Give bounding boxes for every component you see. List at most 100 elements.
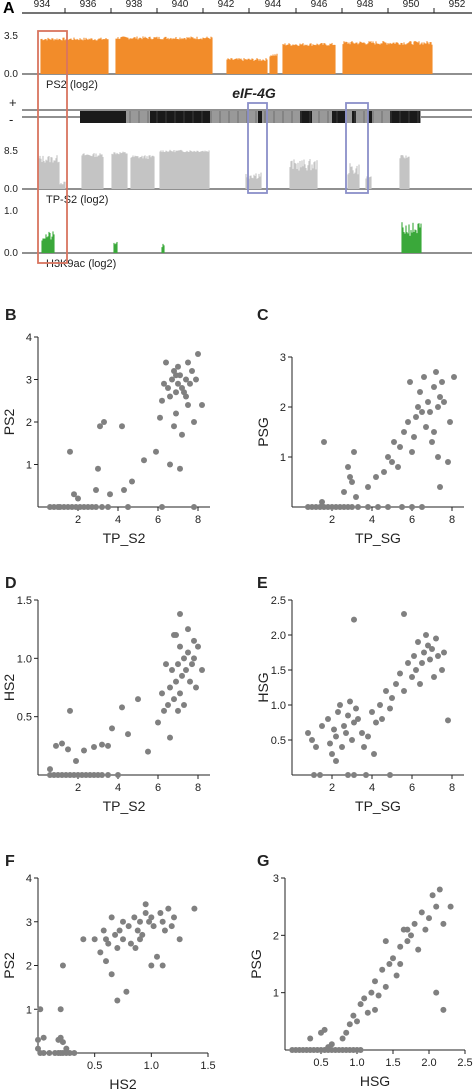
highlight-boxes (37, 30, 369, 264)
data-point (59, 740, 65, 747)
data-point (351, 719, 357, 726)
data-point (105, 504, 111, 510)
data-point (382, 938, 389, 945)
data-point (451, 374, 457, 380)
data-point (429, 646, 435, 652)
data-point (173, 678, 179, 685)
data-point (159, 397, 165, 404)
data-point (119, 423, 125, 430)
data-point (383, 688, 389, 694)
data-point (199, 667, 205, 673)
data-point (397, 943, 404, 950)
data-point (80, 936, 87, 943)
gene-exon-dark (150, 111, 210, 123)
data-point (125, 731, 131, 738)
x-axis-label: TP_S2 (103, 798, 146, 814)
data-point (436, 886, 443, 893)
data-point (173, 632, 179, 638)
data-point (125, 504, 131, 510)
data-point (95, 465, 101, 472)
data-point (439, 379, 445, 385)
data-point (185, 402, 191, 408)
data-point (421, 374, 427, 380)
data-point (179, 672, 185, 679)
data-point (148, 962, 155, 969)
data-point (131, 914, 138, 921)
scatter-panel-e: E 2 4 6 8 0.5 1.0 1.5 2.0 2.5 TP_SG HSG (255, 575, 464, 814)
data-point (440, 1006, 447, 1013)
strand-plus: + (9, 95, 17, 110)
data-point (354, 1018, 360, 1025)
data-point (353, 705, 359, 712)
data-point (137, 936, 143, 943)
data-point (349, 504, 355, 510)
data-point (345, 772, 351, 778)
data-point (142, 910, 149, 916)
data-point (191, 419, 197, 425)
data-point (157, 910, 164, 916)
data-point (327, 740, 333, 747)
data-point (127, 940, 134, 947)
data-point (35, 1036, 41, 1043)
data-point (177, 690, 183, 697)
data-point (387, 705, 393, 712)
highlight-box-blue (247, 102, 268, 194)
gene-exon-dark (80, 111, 126, 123)
data-point (321, 439, 327, 445)
data-point (121, 487, 127, 493)
x-tick-label: 2 (329, 514, 335, 526)
data-point (161, 927, 168, 934)
data-point (317, 772, 323, 778)
data-point (397, 670, 403, 677)
gene-exon-dark (332, 111, 345, 123)
data-point (408, 932, 414, 939)
data-point (183, 667, 189, 673)
data-point (114, 945, 121, 951)
scatter-panel-g: G 0.5 1.0 1.5 2.0 2.5 1 2 3 HSG PSG (248, 853, 473, 1089)
data-point (345, 712, 351, 719)
data-point (148, 914, 155, 921)
data-point (353, 494, 359, 500)
data-point (427, 656, 433, 663)
y-tick-label: 2 (273, 930, 279, 942)
data-point (93, 487, 99, 493)
h3k9ac-label: H3K9ac (log2) (46, 258, 116, 270)
ruler-tick-label: 940 (172, 0, 189, 10)
data-point (99, 504, 105, 510)
data-point (171, 914, 177, 921)
data-point (385, 504, 391, 510)
scatter-panel-d: D 2 4 6 8 0.5 1.0 1.5 TP_S2 HS2 (1, 575, 210, 814)
data-point (129, 478, 135, 485)
data-point (175, 380, 181, 387)
ruler-tick-label: 936 (80, 0, 97, 10)
data-point (183, 393, 189, 400)
data-point (382, 983, 389, 990)
data-point (120, 936, 126, 943)
gene-exon-dark (258, 111, 262, 123)
x-tick-label: 8 (195, 782, 201, 794)
data-point (419, 409, 425, 415)
data-point (305, 730, 311, 736)
data-point (426, 915, 432, 922)
data-point (379, 716, 385, 722)
data-point (361, 995, 368, 1002)
ruler-tick-label: 944 (265, 0, 282, 10)
data-point (183, 376, 189, 383)
data-point (321, 1026, 328, 1033)
data-point (101, 419, 107, 425)
data-point (411, 653, 417, 659)
x-tick-label: 1.0 (144, 1060, 159, 1072)
data-point (181, 702, 187, 708)
data-point (433, 903, 440, 910)
data-point (187, 380, 193, 387)
scatter-panel-f: F 0.5 1.0 1.5 1 2 3 4 HS2 PS2 (1, 853, 216, 1092)
gene-name: eIF-4G (232, 85, 276, 101)
tps2-ymax: 8.5 (4, 146, 18, 157)
data-point (391, 439, 397, 445)
data-point (365, 484, 371, 490)
ruler-tick-label: 938 (126, 0, 143, 10)
data-point (63, 1045, 70, 1052)
panel-label-f: F (5, 853, 15, 870)
data-point (422, 926, 429, 933)
x-tick-label: 4 (115, 514, 121, 526)
